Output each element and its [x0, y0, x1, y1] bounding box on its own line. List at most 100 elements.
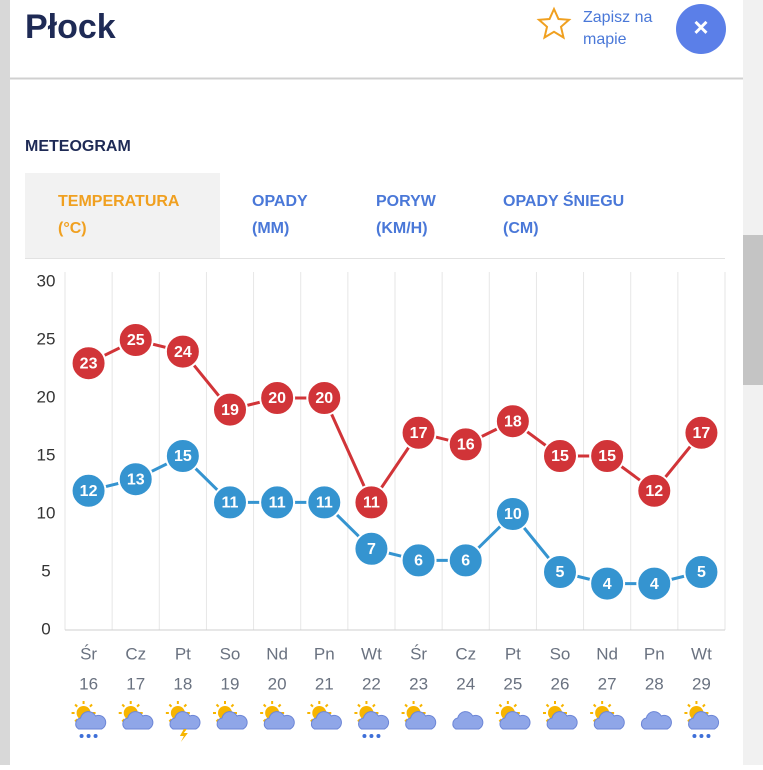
data-label: 18 — [504, 413, 522, 430]
data-point — [353, 484, 390, 521]
x-date-label: 28 — [645, 674, 664, 693]
x-date-label: 25 — [503, 674, 522, 693]
data-point — [447, 426, 484, 463]
weather-icon — [260, 701, 295, 730]
tab-unit[interactable]: (CM) — [503, 220, 539, 237]
x-tick-label: Wt — [361, 644, 382, 663]
weather-icon — [118, 701, 154, 730]
data-label: 7 — [367, 541, 376, 558]
y-tick-label: 0 — [41, 619, 50, 638]
sun-ray — [136, 703, 140, 708]
data-point — [636, 472, 673, 509]
y-tick-label: 5 — [41, 561, 50, 580]
save-label[interactable]: mapie — [583, 31, 627, 48]
sun-ray — [310, 703, 314, 708]
data-point — [353, 530, 390, 567]
cloud — [263, 711, 295, 730]
x-date-label: 21 — [315, 674, 334, 693]
close-button[interactable] — [676, 4, 726, 54]
x-tick-label: So — [550, 644, 571, 663]
data-label: 25 — [127, 332, 145, 349]
rain-drop — [706, 734, 711, 738]
sun-ray — [404, 703, 408, 708]
data-label: 19 — [221, 402, 239, 419]
sun-ray — [513, 703, 518, 708]
cloud — [688, 711, 720, 730]
cloud — [122, 711, 154, 730]
data-label: 6 — [461, 553, 470, 570]
tab-unit[interactable]: (KM/H) — [376, 220, 428, 237]
rain-drop — [93, 734, 98, 738]
sun-ray — [230, 703, 235, 708]
sun-ray — [121, 703, 126, 708]
data-point — [400, 414, 437, 451]
sun-ray — [168, 703, 173, 708]
sun-ray — [607, 703, 612, 708]
x-date-label: 18 — [173, 674, 192, 693]
close-icon[interactable]: × — [693, 12, 708, 42]
star-icon[interactable] — [536, 6, 572, 40]
data-label: 16 — [457, 437, 475, 454]
sun-ray — [277, 703, 282, 708]
section-title: METEOGRAM — [25, 138, 131, 155]
data-label: 11 — [316, 495, 333, 512]
save-label[interactable]: Zapisz na — [583, 9, 652, 26]
tab-label[interactable]: TEMPERATURA — [58, 193, 180, 210]
data-point — [683, 414, 720, 451]
y-tick-label: 30 — [37, 271, 56, 290]
weather-icon — [401, 701, 437, 730]
data-label: 20 — [268, 390, 286, 407]
weather-icon — [165, 701, 201, 742]
y-tick-label: 20 — [37, 387, 56, 406]
rain-drop — [699, 734, 704, 738]
x-date-label: 27 — [598, 674, 617, 693]
data-point — [259, 380, 296, 416]
x-tick-label: Pn — [644, 644, 665, 663]
sun-ray — [560, 703, 565, 708]
sun-ray — [498, 703, 503, 708]
data-point — [636, 565, 673, 602]
rain-drop — [79, 734, 84, 738]
cloud — [310, 711, 342, 730]
y-tick-label: 10 — [37, 503, 56, 522]
x-tick-label: Pn — [314, 644, 335, 663]
data-label: 11 — [222, 495, 239, 512]
weather-icon — [452, 711, 484, 730]
data-point — [70, 345, 107, 382]
data-label: 11 — [269, 495, 286, 512]
active-tab[interactable] — [25, 173, 220, 258]
sun-ray — [183, 703, 188, 708]
data-label: 11 — [363, 495, 380, 512]
data-label: 12 — [80, 483, 98, 500]
data-label: 4 — [650, 576, 659, 593]
sun-ray — [89, 703, 93, 708]
data-point — [494, 403, 531, 440]
x-date-label: 29 — [692, 674, 711, 693]
weather-icon — [543, 701, 578, 730]
x-date-label: 24 — [456, 674, 475, 693]
data-point — [212, 391, 248, 428]
rain-drop — [369, 734, 374, 738]
x-tick-label: Pt — [175, 644, 191, 663]
tab-label[interactable]: PORYW — [376, 193, 437, 210]
tab-unit[interactable]: (°C) — [58, 220, 87, 237]
sun-ray — [357, 703, 361, 708]
city-title: Płock — [25, 8, 116, 46]
x-tick-label: Cz — [125, 644, 146, 663]
x-date-label: 23 — [409, 674, 428, 693]
data-point — [164, 333, 201, 370]
data-label: 17 — [410, 425, 428, 442]
scrollbar-thumb[interactable] — [743, 235, 763, 385]
data-label: 4 — [603, 576, 612, 593]
sun-ray — [74, 703, 78, 708]
x-tick-label: Pt — [505, 644, 521, 663]
x-tick-label: Cz — [455, 644, 476, 663]
sun-ray — [702, 703, 706, 708]
data-point — [400, 542, 437, 579]
tab-unit[interactable]: (MM) — [252, 220, 289, 237]
weather-icon — [354, 701, 390, 738]
data-label: 5 — [697, 564, 706, 581]
tab-label[interactable]: OPADY — [252, 193, 308, 210]
tab-label[interactable]: OPADY ŚNIEGU — [503, 191, 624, 210]
